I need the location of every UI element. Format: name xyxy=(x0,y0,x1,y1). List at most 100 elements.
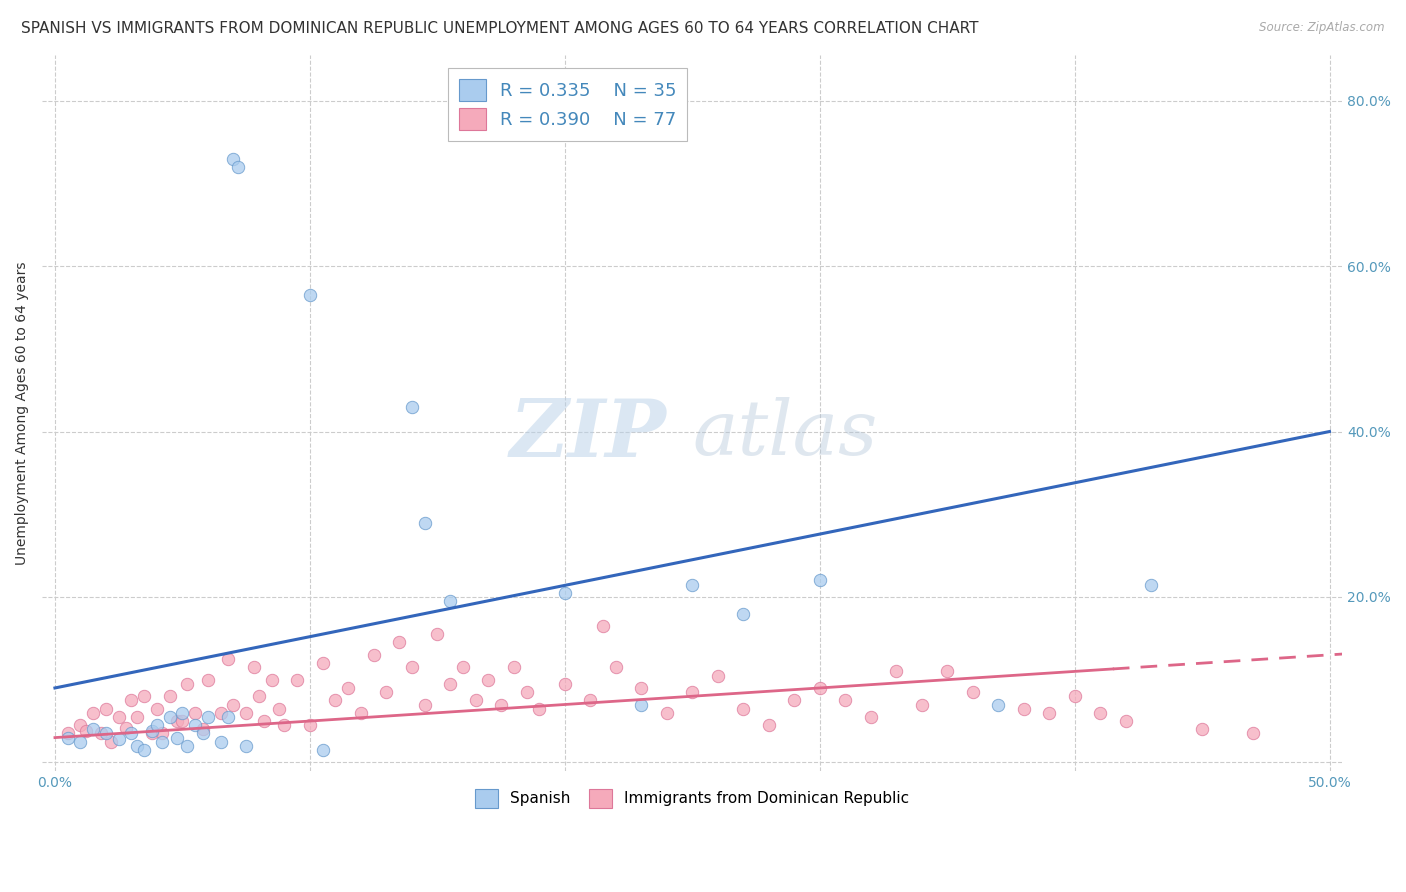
Point xyxy=(834,693,856,707)
Point xyxy=(515,685,537,699)
Point xyxy=(222,698,245,712)
Point xyxy=(1038,706,1060,720)
Point xyxy=(176,739,198,753)
Point xyxy=(75,723,97,738)
Point xyxy=(100,735,122,749)
Point xyxy=(388,635,411,649)
Point xyxy=(375,685,398,699)
Point xyxy=(630,698,652,712)
Point xyxy=(273,718,295,732)
Point xyxy=(125,710,148,724)
Point xyxy=(1191,723,1213,737)
Point xyxy=(141,723,163,738)
Point xyxy=(605,660,627,674)
Point xyxy=(120,726,142,740)
Point xyxy=(166,714,188,728)
Point xyxy=(733,607,755,621)
Point xyxy=(235,739,257,753)
Point xyxy=(962,685,984,699)
Point xyxy=(1063,690,1085,704)
Point xyxy=(82,723,104,737)
Y-axis label: Unemployment Among Ages 60 to 64 years: Unemployment Among Ages 60 to 64 years xyxy=(15,261,30,565)
Point xyxy=(285,673,308,687)
Point xyxy=(681,577,703,591)
Point xyxy=(681,685,703,699)
Point xyxy=(655,706,678,720)
Point xyxy=(489,698,512,712)
Point xyxy=(235,706,257,720)
Point xyxy=(592,619,614,633)
Point xyxy=(69,718,91,732)
Point xyxy=(159,690,181,704)
Point xyxy=(451,660,474,674)
Legend: Spanish, Immigrants from Dominican Republic: Spanish, Immigrants from Dominican Repub… xyxy=(465,780,918,817)
Point xyxy=(120,693,142,707)
Point xyxy=(94,726,117,740)
Point xyxy=(191,726,214,740)
Point xyxy=(401,660,423,674)
Point xyxy=(172,714,194,728)
Point xyxy=(134,743,156,757)
Point xyxy=(426,627,449,641)
Point xyxy=(884,665,907,679)
Text: ZIP: ZIP xyxy=(509,396,666,473)
Point xyxy=(350,706,373,720)
Point xyxy=(176,677,198,691)
Point xyxy=(191,723,214,737)
Point xyxy=(56,731,79,745)
Point xyxy=(107,732,129,747)
Point xyxy=(311,743,333,757)
Point xyxy=(311,656,333,670)
Point xyxy=(146,701,169,715)
Point xyxy=(184,706,207,720)
Point xyxy=(94,701,117,715)
Point xyxy=(464,693,486,707)
Point xyxy=(125,739,148,753)
Point xyxy=(1088,706,1111,720)
Point xyxy=(1012,701,1035,715)
Point xyxy=(56,726,79,740)
Point xyxy=(222,152,245,166)
Point xyxy=(253,714,276,728)
Point xyxy=(217,710,239,724)
Point xyxy=(247,690,270,704)
Text: Source: ZipAtlas.com: Source: ZipAtlas.com xyxy=(1260,21,1385,35)
Point xyxy=(363,648,385,662)
Point xyxy=(298,718,321,732)
Point xyxy=(150,726,173,740)
Point xyxy=(90,726,112,740)
Point xyxy=(808,681,831,695)
Point xyxy=(146,718,169,732)
Point xyxy=(134,690,156,704)
Point xyxy=(337,681,360,695)
Point xyxy=(172,706,194,720)
Point xyxy=(82,706,104,720)
Point xyxy=(166,731,188,745)
Point xyxy=(1241,726,1264,740)
Point xyxy=(298,288,321,302)
Point xyxy=(209,706,232,720)
Point xyxy=(413,516,436,530)
Text: SPANISH VS IMMIGRANTS FROM DOMINICAN REPUBLIC UNEMPLOYMENT AMONG AGES 60 TO 64 Y: SPANISH VS IMMIGRANTS FROM DOMINICAN REP… xyxy=(21,21,979,37)
Point xyxy=(1115,714,1137,728)
Point xyxy=(911,698,934,712)
Point xyxy=(115,721,138,735)
Point xyxy=(217,652,239,666)
Point xyxy=(1140,577,1163,591)
Point xyxy=(197,673,219,687)
Point xyxy=(936,665,959,679)
Point xyxy=(706,668,728,682)
Point xyxy=(987,698,1010,712)
Point xyxy=(197,710,219,724)
Point xyxy=(69,735,91,749)
Point xyxy=(209,735,232,749)
Point xyxy=(401,400,423,414)
Point xyxy=(502,660,524,674)
Point xyxy=(269,701,291,715)
Point xyxy=(228,160,250,174)
Point xyxy=(107,710,129,724)
Point xyxy=(733,701,755,715)
Point xyxy=(579,693,602,707)
Point xyxy=(758,718,780,732)
Text: atlas: atlas xyxy=(692,397,877,471)
